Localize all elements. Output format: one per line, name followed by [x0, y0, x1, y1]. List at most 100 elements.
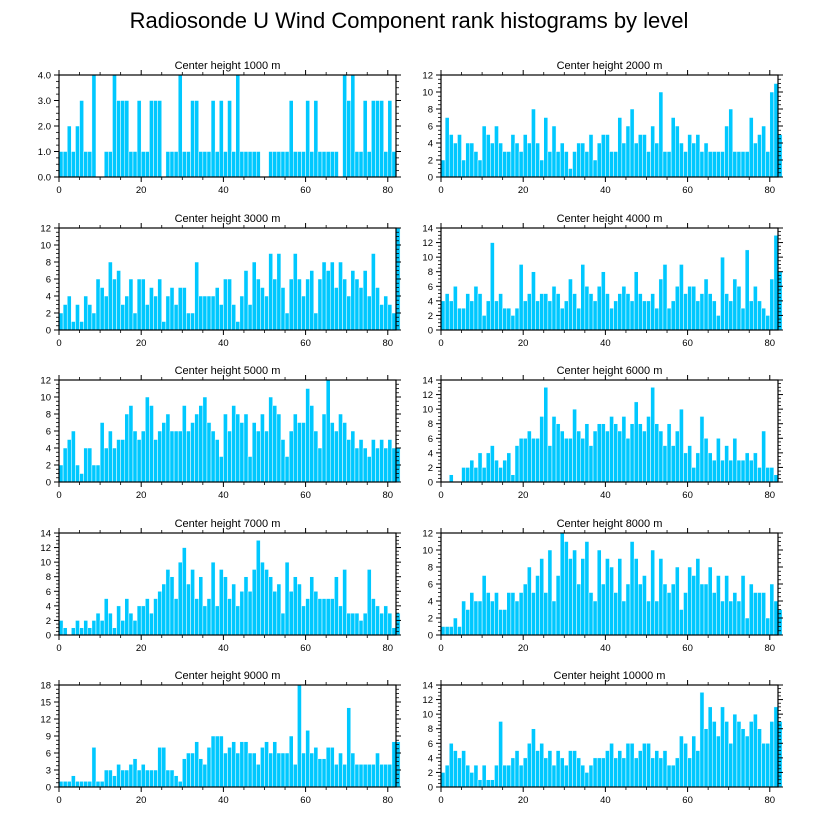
histogram-bar	[473, 600, 479, 636]
histogram-bar	[757, 300, 762, 331]
histogram-bar	[629, 423, 635, 483]
histogram-bar	[288, 100, 294, 178]
histogram-bar	[268, 576, 273, 636]
histogram-bar	[761, 307, 766, 331]
histogram-bar	[305, 598, 310, 636]
histogram-bar	[301, 151, 306, 178]
histogram-bar	[707, 293, 713, 331]
histogram-bar	[485, 779, 491, 788]
histogram-bar	[251, 569, 257, 636]
histogram-bar	[132, 312, 138, 331]
histogram-bar	[720, 151, 725, 178]
histogram-bar	[186, 752, 191, 788]
histogram-bar	[687, 445, 692, 483]
x-tick-label: 80	[382, 795, 393, 806]
histogram-bar	[580, 558, 586, 636]
histogram-bar	[223, 278, 228, 331]
histogram-bar	[650, 757, 655, 788]
histogram-bar	[194, 413, 199, 483]
histogram-bar	[161, 583, 167, 636]
histogram-bar	[173, 430, 179, 483]
histogram-bar	[387, 100, 393, 178]
y-tick-label: 0	[428, 173, 433, 184]
panel-title: Center height 4000 m	[557, 213, 663, 225]
histogram-bar	[736, 286, 742, 331]
histogram-bar	[251, 422, 257, 483]
histogram-bar	[773, 600, 779, 636]
histogram-bar	[272, 405, 278, 483]
histogram-bar	[198, 576, 204, 636]
histogram-bar	[494, 125, 499, 178]
histogram-bar	[518, 438, 524, 483]
histogram-bar	[103, 598, 109, 636]
y-tick-label: 15	[40, 698, 51, 709]
histogram-bar	[609, 151, 614, 178]
histogram-bar	[625, 125, 631, 178]
histogram-bar	[592, 600, 598, 636]
histogram-bar	[613, 300, 618, 331]
histogram-bar	[350, 752, 356, 788]
histogram-bar	[744, 735, 750, 788]
histogram-bar	[325, 598, 331, 636]
histogram-bar	[485, 300, 491, 331]
histogram-bar	[120, 100, 126, 178]
histogram-bar	[383, 605, 389, 636]
histogram-bar	[219, 100, 224, 178]
histogram-bar	[186, 151, 191, 178]
histogram-bar	[728, 743, 734, 788]
chart-title: Radiosonde U Wind Component rank histogr…	[129, 8, 689, 33]
histogram-bar	[305, 100, 310, 178]
histogram-bar	[490, 242, 495, 331]
histogram-bar	[584, 151, 590, 178]
histogram-bar	[243, 576, 249, 636]
histogram-bar	[177, 781, 183, 788]
histogram-bar	[288, 430, 294, 483]
histogram-bar	[531, 728, 536, 788]
histogram-bar	[83, 620, 89, 636]
histogram-bar	[338, 752, 343, 788]
histogram-bar	[346, 100, 352, 178]
histogram-bar	[334, 151, 339, 178]
histogram-bar	[568, 168, 573, 178]
histogram-bar	[317, 278, 323, 331]
histogram-bar	[707, 151, 713, 178]
histogram-bar	[235, 605, 241, 636]
histogram-bar	[362, 100, 368, 178]
histogram-bar	[362, 764, 368, 788]
histogram-bar	[662, 750, 668, 788]
histogram-bar	[366, 295, 372, 331]
histogram-bar	[629, 541, 635, 636]
y-tick-label: 2	[428, 768, 433, 779]
histogram-bar	[502, 764, 508, 788]
histogram-bar	[629, 743, 635, 788]
histogram-bar	[161, 747, 167, 788]
histogram-bar	[321, 151, 327, 178]
histogram-bar	[633, 271, 639, 331]
histogram-bar	[136, 100, 142, 178]
histogram-bar	[219, 569, 224, 636]
histogram-bar	[243, 270, 249, 331]
histogram-bar	[214, 439, 220, 483]
histogram-bar	[580, 142, 586, 178]
histogram-bar	[453, 286, 458, 331]
histogram-bar	[71, 627, 76, 636]
histogram-bar	[559, 757, 565, 788]
histogram-bar	[703, 278, 709, 331]
histogram-bar	[728, 459, 734, 483]
histogram-bar	[469, 592, 475, 636]
histogram-bar	[313, 747, 319, 788]
y-tick-label: 2	[428, 614, 433, 625]
histogram-bar	[453, 750, 458, 788]
histogram-bar	[514, 142, 520, 178]
y-tick-label: 12	[40, 224, 51, 235]
y-tick-label: 12	[40, 543, 51, 554]
y-tick-label: 4	[46, 601, 51, 612]
histogram-bar	[227, 278, 232, 331]
histogram-bar	[547, 549, 553, 636]
histogram-bar	[293, 764, 298, 788]
histogram-bar	[276, 253, 282, 331]
histogram-bar	[769, 278, 775, 331]
histogram-bar	[173, 304, 179, 331]
histogram-bar	[531, 592, 536, 636]
histogram-bar	[588, 592, 594, 636]
